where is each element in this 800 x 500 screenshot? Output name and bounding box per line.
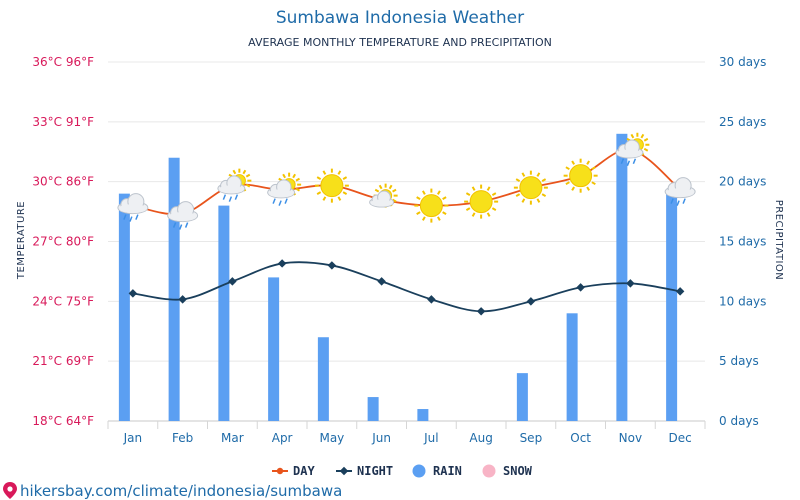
- x-tick-label: Aug: [469, 431, 492, 445]
- legend: DAY NIGHT RAIN SNOW: [272, 464, 533, 478]
- x-tick-label: Oct: [570, 431, 591, 445]
- night-point: [128, 289, 138, 298]
- x-tick-label: Sep: [520, 431, 543, 445]
- rain-bar: [417, 409, 429, 421]
- location-pin-icon: [3, 482, 17, 499]
- night-point: [626, 279, 635, 288]
- svg-text:NIGHT: NIGHT: [357, 464, 393, 478]
- footer[interactable]: hikersbay.com/climate/indonesia/sumbawa: [3, 482, 342, 500]
- y-tick-right-label: 0 days: [719, 414, 759, 428]
- temperature-lines: [128, 146, 685, 316]
- night-point: [476, 307, 486, 316]
- y-tick-left-label: 21°C 69°F: [32, 354, 94, 368]
- night-line: [132, 261, 681, 313]
- y-tick-left-label: 36°C 96°F: [32, 55, 94, 69]
- night-point: [327, 261, 337, 270]
- sun-icon: [563, 158, 598, 193]
- y-tick-right-label: 20 days: [719, 175, 766, 189]
- x-tick-label: Jun: [371, 431, 391, 445]
- partly-cloudy-icon: [369, 183, 398, 208]
- rain-bar: [666, 193, 678, 421]
- chart-subtitle: AVERAGE MONTHLY TEMPERATURE AND PRECIPIT…: [248, 36, 552, 49]
- x-tick-label: Nov: [619, 431, 642, 445]
- svg-text:RAIN: RAIN: [433, 464, 462, 478]
- rain-bar: [616, 133, 628, 422]
- rain-bar: [268, 277, 280, 421]
- sun-icon: [513, 170, 548, 205]
- y-tick-right-label: 25 days: [719, 115, 766, 129]
- y-tick-left-label: 33°C 91°F: [32, 115, 94, 129]
- night-point: [576, 283, 585, 292]
- x-tick-label: Apr: [272, 431, 293, 445]
- sun-icon: [414, 188, 449, 223]
- partly-cloudy-rain-icon: [217, 168, 252, 202]
- night-point: [228, 277, 237, 286]
- y-axis-right-title: PRECIPITATION: [773, 200, 784, 281]
- weather-icons: [117, 132, 696, 230]
- x-tick-label: Mar: [221, 431, 244, 445]
- rain-bar: [566, 313, 578, 421]
- rain-bar: [218, 205, 230, 421]
- rain-bar: [367, 397, 379, 421]
- rain-icon: [117, 193, 149, 222]
- y-tick-right-label: 5 days: [719, 354, 759, 368]
- rain-bar: [317, 337, 329, 421]
- sun-icon: [464, 184, 499, 219]
- chart-title: Sumbawa Indonesia Weather: [276, 8, 524, 28]
- x-tick-label: May: [319, 431, 344, 445]
- rain-bars: [118, 133, 678, 422]
- x-tick-label: Jul: [423, 431, 438, 445]
- y-tick-left-label: 18°C 64°F: [32, 414, 94, 428]
- y-tick-left-label: 30°C 86°F: [32, 175, 94, 189]
- rain-icon: [664, 177, 696, 206]
- night-point: [675, 287, 685, 296]
- legend-item-snow: SNOW: [482, 464, 533, 478]
- x-tick-label: Feb: [172, 431, 193, 445]
- night-point: [427, 295, 436, 304]
- y-tick-right-label: 15 days: [719, 235, 766, 249]
- x-tick-label: Dec: [669, 431, 692, 445]
- night-point: [526, 297, 536, 306]
- svg-text:DAY: DAY: [293, 464, 315, 478]
- y-tick-right-label: 10 days: [719, 294, 766, 308]
- svg-text:SNOW: SNOW: [503, 464, 533, 478]
- y-tick-right-label: 30 days: [719, 55, 766, 69]
- legend-item-night: NIGHT: [336, 464, 393, 478]
- y-axis-left-title: TEMPERATURE: [16, 201, 27, 280]
- y-tick-left-label: 24°C 75°F: [32, 294, 94, 308]
- night-point: [377, 277, 386, 286]
- rain-bar: [168, 157, 180, 421]
- legend-item-day: DAY: [272, 464, 315, 478]
- y-tick-left-label: 27°C 80°F: [32, 235, 94, 249]
- x-tick-label: Jan: [123, 431, 143, 445]
- partly-cloudy-rain-icon: [267, 172, 302, 206]
- night-point: [277, 259, 287, 268]
- footer-link[interactable]: hikersbay.com/climate/indonesia/sumbawa: [20, 482, 342, 500]
- night-point: [178, 295, 187, 304]
- rain-bar: [118, 193, 130, 421]
- rain-icon: [167, 201, 199, 230]
- grid-layer: [107, 61, 706, 429]
- rain-bar: [516, 373, 528, 421]
- axis-ticks: 18°C 64°F 21°C 69°F 24°C 75°F 27°C 80°F 30°C…: [32, 55, 766, 445]
- legend-item-rain: RAIN: [412, 464, 462, 478]
- partly-cloudy-rain-icon: [615, 132, 650, 167]
- sun-icon: [314, 168, 349, 203]
